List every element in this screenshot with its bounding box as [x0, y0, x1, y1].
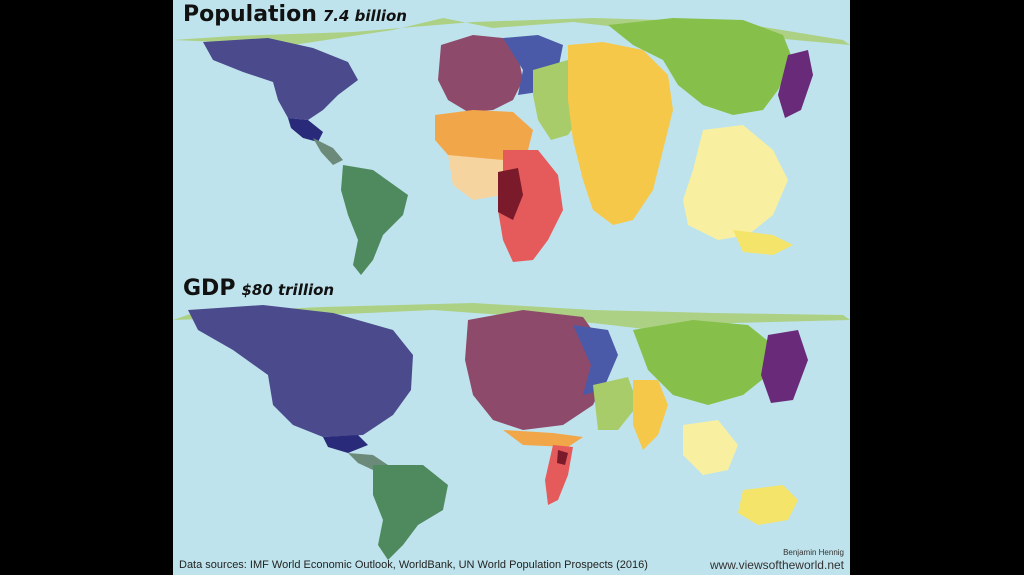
eastern-europe	[573, 325, 618, 395]
west-africa	[448, 155, 513, 200]
author-credit: Benjamin Hennig	[783, 548, 844, 557]
nigeria	[557, 450, 568, 465]
india	[633, 380, 668, 450]
europe	[438, 35, 523, 112]
gdp-cartogram	[173, 285, 850, 575]
north-america	[203, 38, 358, 120]
australia	[738, 485, 798, 525]
southeast-asia	[683, 420, 738, 475]
europe	[465, 310, 605, 430]
population-title-label: Population	[183, 2, 317, 27]
mexico	[323, 435, 368, 453]
india	[568, 42, 673, 225]
data-sources-note: Data sources: IMF World Economic Outlook…	[179, 559, 648, 571]
map-frame: Population 7.4 billion GDP $80 trillion Da…	[173, 0, 850, 575]
north-africa	[435, 110, 533, 160]
middle-east	[593, 377, 638, 430]
nigeria	[498, 168, 523, 220]
central-america	[313, 138, 343, 165]
gdp-subtitle: $80 trillion	[241, 281, 335, 299]
gdp-title-label: GDP	[183, 276, 236, 301]
south-america	[373, 465, 448, 560]
north-america	[188, 305, 413, 437]
mexico	[288, 118, 323, 142]
south-america	[341, 165, 408, 275]
north-africa	[503, 430, 583, 447]
southeast-asia	[683, 125, 788, 240]
japan	[761, 330, 808, 403]
china	[633, 320, 773, 405]
population-cartogram	[173, 0, 850, 285]
population-subtitle: 7.4 billion	[322, 7, 407, 25]
gdp-title: GDP $80 trillion	[183, 276, 334, 301]
website-credit: www.viewsoftheworld.net	[709, 558, 844, 572]
china	[608, 18, 793, 115]
indonesia	[733, 230, 793, 255]
population-title: Population 7.4 billion	[183, 2, 407, 27]
japan	[778, 50, 813, 118]
